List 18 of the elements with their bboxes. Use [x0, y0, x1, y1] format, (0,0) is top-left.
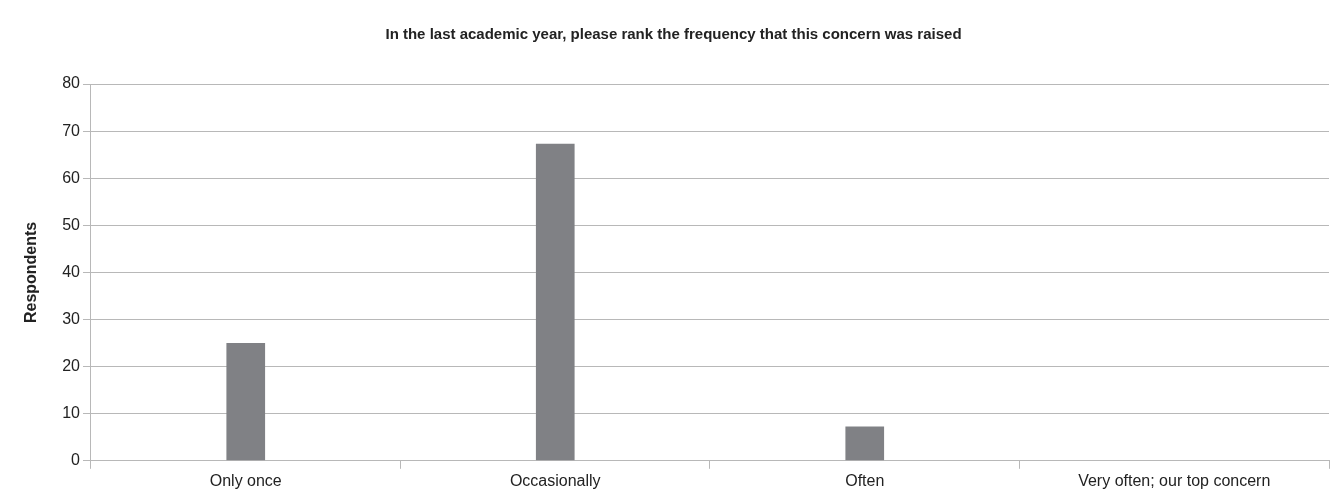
y-tick-label: 0	[71, 451, 81, 469]
y-tick-label: 10	[62, 404, 81, 422]
bar	[535, 143, 575, 461]
y-tick-label: 60	[62, 168, 81, 186]
x-tick-label: Occasionally	[509, 471, 601, 489]
y-tick-label: 30	[62, 309, 81, 327]
bar	[226, 343, 266, 461]
y-axis-title: Respondents	[22, 221, 40, 324]
chart-title: In the last academic year, please rank the frequency that this concern was raised	[385, 25, 962, 43]
x-tick-label: Only once	[209, 471, 282, 489]
y-tick-label: 70	[62, 121, 81, 139]
x-tick-label: Often	[845, 471, 885, 489]
y-tick-label: 80	[62, 74, 81, 92]
bar	[845, 426, 885, 461]
x-tick-label: Very often; our top concern	[1078, 471, 1271, 489]
y-tick-label: 50	[62, 215, 81, 233]
y-tick-label: 20	[62, 357, 81, 375]
y-tick-label: 40	[62, 262, 81, 280]
